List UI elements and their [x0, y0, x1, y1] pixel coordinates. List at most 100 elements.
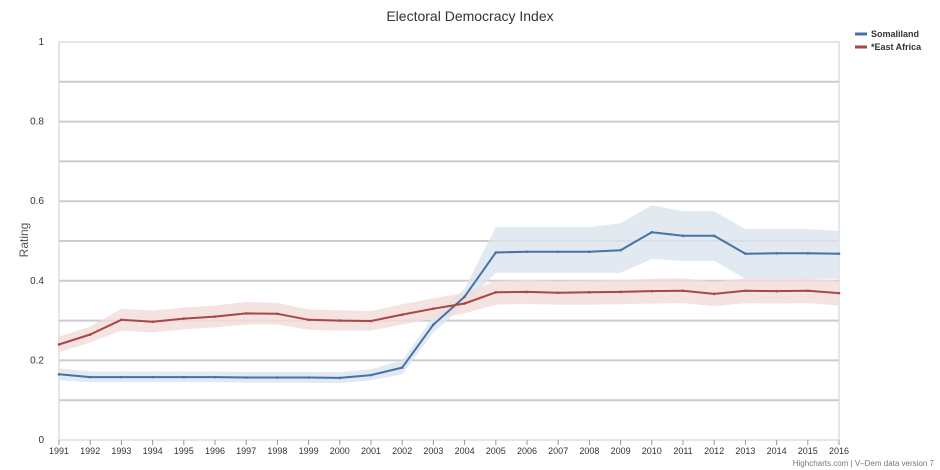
x-tick-label: 2016	[829, 446, 849, 456]
data-point[interactable]	[432, 323, 435, 326]
data-point[interactable]	[182, 317, 186, 320]
data-point[interactable]	[338, 376, 342, 380]
data-point[interactable]	[525, 250, 529, 254]
data-point[interactable]	[744, 252, 747, 256]
data-point[interactable]	[837, 252, 841, 256]
legend-swatch[interactable]	[855, 45, 867, 49]
confidence-band	[59, 278, 839, 353]
legend[interactable]: Somaliland *East Africa	[855, 29, 922, 52]
data-point[interactable]	[57, 343, 61, 346]
y-tick-label: 0	[38, 435, 44, 446]
data-point[interactable]	[744, 289, 747, 293]
data-point[interactable]	[588, 250, 591, 254]
data-point[interactable]	[775, 289, 778, 293]
data-point[interactable]	[556, 291, 560, 295]
confidence-bands	[59, 205, 839, 384]
x-tick-label: 2007	[548, 446, 568, 456]
x-tick-label: 2009	[611, 446, 631, 456]
x-tick-label: 1994	[143, 446, 163, 456]
data-point[interactable]	[276, 312, 279, 316]
x-axis-ticks: 1991 1992 1993 1994 1995 1996 1997 1998 1999 2000…	[49, 440, 849, 456]
y-tick-label: 0.6	[30, 196, 44, 207]
legend-swatch[interactable]	[855, 32, 867, 36]
y-axis-label: Rating	[17, 223, 31, 258]
data-point[interactable]	[120, 375, 123, 379]
data-point[interactable]	[88, 375, 92, 379]
y-tick-label: 0.4	[30, 276, 44, 287]
data-point[interactable]	[463, 295, 466, 299]
data-point[interactable]	[369, 373, 373, 377]
data-point[interactable]	[556, 250, 560, 254]
x-tick-label: 1992	[80, 446, 100, 456]
data-point[interactable]	[88, 333, 92, 336]
x-tick-label: 1997	[236, 446, 256, 456]
data-point[interactable]	[712, 234, 716, 238]
data-point[interactable]	[400, 313, 404, 316]
y-tick-label: 0.8	[30, 117, 44, 128]
x-tick-label: 2004	[455, 446, 475, 456]
data-point[interactable]	[120, 318, 123, 322]
x-tick-label: 2002	[392, 446, 412, 456]
x-tick-label: 1998	[267, 446, 287, 456]
data-point[interactable]	[432, 307, 435, 310]
x-tick-label: 1993	[111, 446, 131, 456]
x-tick-label: 1995	[174, 446, 194, 456]
chart-title: Electoral Democracy Index	[386, 8, 553, 24]
data-point[interactable]	[244, 376, 248, 379]
data-point[interactable]	[338, 319, 342, 322]
data-point[interactable]	[619, 290, 622, 294]
x-tick-label: 2003	[423, 446, 443, 456]
data-point[interactable]	[151, 320, 154, 324]
x-tick-label: 2013	[735, 446, 755, 456]
data-point[interactable]	[213, 375, 217, 379]
data-point[interactable]	[525, 290, 529, 294]
series-lines	[57, 230, 841, 380]
data-point[interactable]	[650, 289, 654, 293]
x-tick-label: 1996	[205, 446, 225, 456]
data-point[interactable]	[494, 291, 498, 294]
data-point[interactable]	[775, 252, 778, 255]
data-point[interactable]	[276, 376, 279, 379]
data-point[interactable]	[369, 319, 373, 323]
data-point[interactable]	[307, 318, 310, 322]
data-point[interactable]	[213, 315, 217, 318]
x-tick-label: 2015	[798, 446, 818, 456]
data-point[interactable]	[151, 375, 154, 379]
x-tick-label: 1999	[299, 446, 319, 456]
x-tick-label: 1991	[49, 446, 69, 456]
data-point[interactable]	[681, 234, 685, 238]
series-line[interactable]	[58, 289, 840, 346]
x-tick-label: 2000	[330, 446, 350, 456]
x-tick-label: 2010	[642, 446, 662, 456]
data-point[interactable]	[650, 230, 654, 234]
x-tick-label: 2006	[517, 446, 537, 456]
data-point[interactable]	[681, 289, 685, 293]
y-tick-label: 0.2	[30, 355, 44, 366]
data-point[interactable]	[307, 376, 310, 379]
data-point[interactable]	[182, 375, 186, 379]
data-point[interactable]	[837, 291, 841, 295]
data-point[interactable]	[806, 289, 810, 293]
credits[interactable]: Highcharts.com | V–Dem data version 7	[793, 459, 935, 468]
data-point[interactable]	[712, 292, 716, 296]
x-tick-label: 2014	[767, 446, 787, 456]
y-axis-ticks: 0 0.2 0.4 0.6 0.8 1	[30, 37, 44, 446]
data-point[interactable]	[494, 251, 498, 254]
y-tick-label: 1	[38, 37, 44, 48]
x-tick-label: 2012	[704, 446, 724, 456]
data-point[interactable]	[806, 252, 810, 255]
x-tick-label: 2005	[486, 446, 506, 456]
legend-item[interactable]: *East Africa	[871, 42, 922, 52]
legend-item[interactable]: Somaliland	[871, 29, 919, 39]
data-point[interactable]	[400, 366, 404, 369]
data-point[interactable]	[244, 312, 248, 315]
x-tick-label: 2001	[361, 446, 381, 456]
x-tick-label: 2008	[579, 446, 599, 456]
data-point[interactable]	[619, 248, 622, 252]
data-point[interactable]	[588, 291, 591, 294]
data-point[interactable]	[463, 302, 466, 305]
x-tick-label: 2011	[673, 446, 692, 456]
data-point[interactable]	[57, 373, 61, 376]
series-line[interactable]	[58, 231, 840, 379]
